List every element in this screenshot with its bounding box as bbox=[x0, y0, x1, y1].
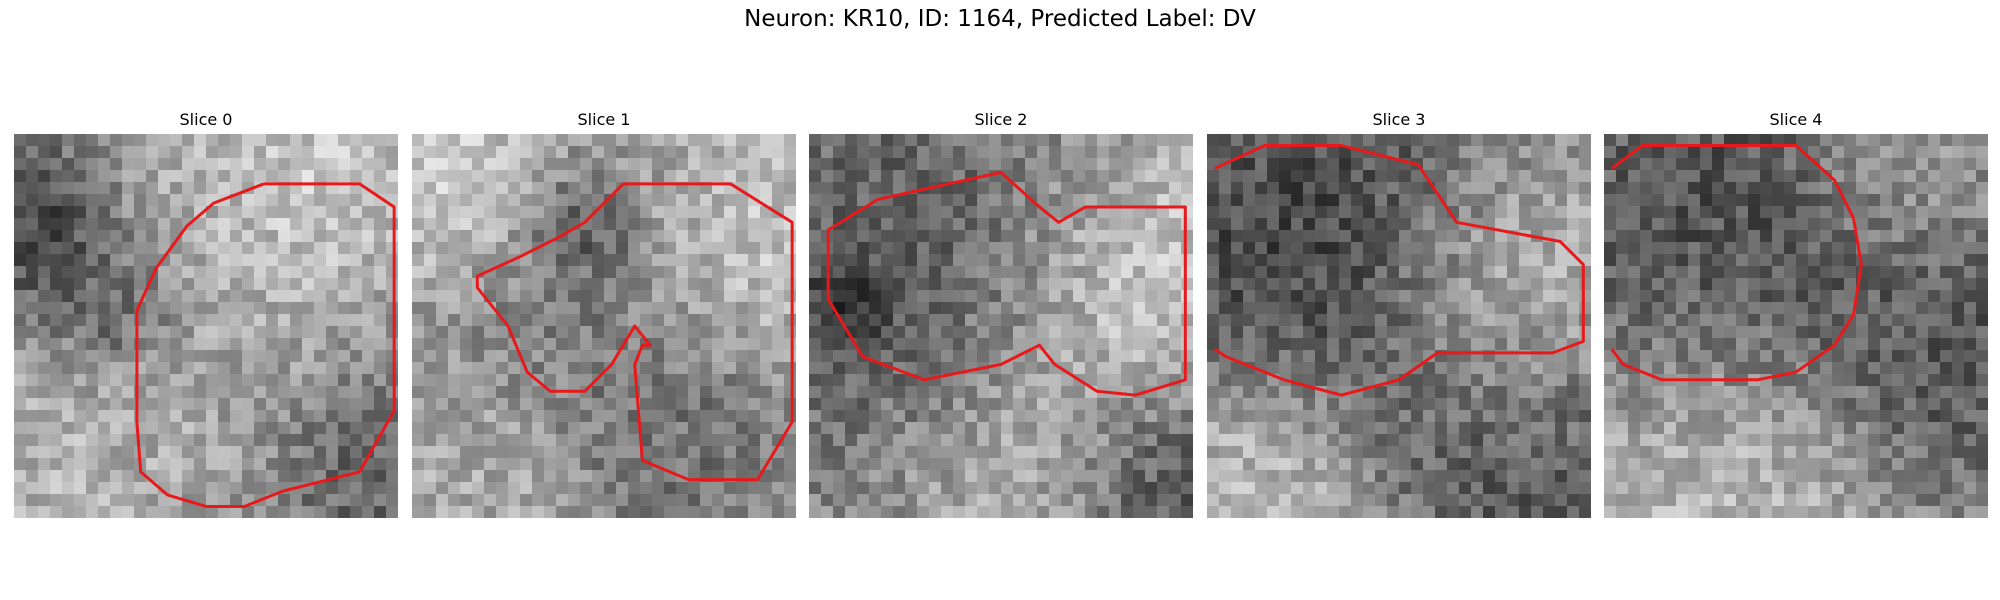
slice-panel-0: Slice 0 bbox=[14, 108, 398, 518]
slice-panel-3: Slice 3 bbox=[1207, 108, 1591, 518]
slice-title: Slice 1 bbox=[577, 110, 631, 129]
slice-title: Slice 0 bbox=[179, 110, 233, 129]
pixel-grid bbox=[1604, 134, 1988, 518]
slice-image bbox=[1604, 134, 1988, 518]
pixel-grid bbox=[809, 134, 1193, 518]
slice-image bbox=[14, 134, 398, 518]
segmentation-contour bbox=[826, 170, 1187, 397]
slice-title: Slice 4 bbox=[1769, 110, 1823, 129]
slice-title: Slice 3 bbox=[1372, 110, 1426, 129]
segmentation-contour bbox=[1213, 144, 1585, 397]
slice-panel-4: Slice 4 bbox=[1604, 108, 1988, 518]
pixel-grid bbox=[412, 134, 796, 518]
slice-image bbox=[1207, 134, 1591, 518]
slice-panel-2: Slice 2 bbox=[809, 108, 1193, 518]
pixel-grid bbox=[1207, 134, 1591, 518]
segmentation-contour bbox=[1610, 144, 1863, 382]
slice-image bbox=[412, 134, 796, 518]
pixel-grid bbox=[14, 134, 398, 518]
segmentation-contour bbox=[475, 182, 794, 482]
slice-panel-1: Slice 1 bbox=[412, 108, 796, 518]
segmentation-contour bbox=[135, 182, 396, 508]
slice-image bbox=[809, 134, 1193, 518]
slice-title: Slice 2 bbox=[974, 110, 1028, 129]
figure-title: Neuron: KR10, ID: 1164, Predicted Label:… bbox=[744, 6, 1256, 32]
